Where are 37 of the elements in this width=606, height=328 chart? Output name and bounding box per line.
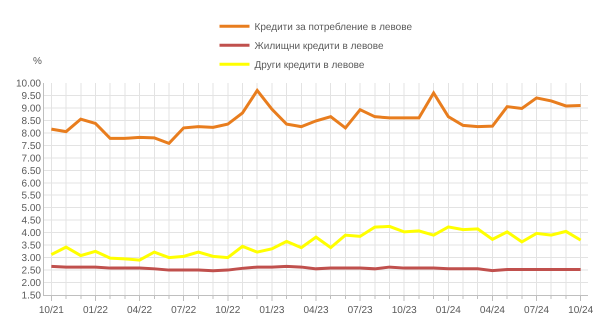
y-axis-title: % bbox=[33, 56, 42, 67]
y-tick-label: 3.00 bbox=[22, 253, 42, 264]
y-tick-label: 7.00 bbox=[22, 153, 42, 164]
y-tick-label: 4.00 bbox=[22, 228, 42, 240]
y-tick-label: 7.50 bbox=[22, 140, 42, 152]
y-tick-label: 3.50 bbox=[22, 240, 42, 252]
line-series bbox=[50, 224, 582, 262]
x-tick-label: 10/23 bbox=[392, 305, 418, 316]
y-tick-label: 8.00 bbox=[22, 128, 42, 140]
x-tick-label: 01/24 bbox=[436, 305, 462, 316]
y-tick-label: 4.50 bbox=[22, 216, 42, 227]
legend-label: Други кредити в левове bbox=[254, 60, 365, 72]
x-tick-label: 04/23 bbox=[303, 305, 329, 316]
x-tick-label: 04/22 bbox=[127, 305, 153, 316]
legend-label: Жилищни кредити в левове bbox=[254, 41, 384, 52]
x-tick-label: 10/22 bbox=[215, 305, 241, 316]
line-series bbox=[50, 88, 582, 145]
y-tick-label: 5.00 bbox=[22, 203, 42, 214]
x-tick-label: 01/23 bbox=[259, 305, 285, 316]
y-tick-label: 6.50 bbox=[22, 166, 42, 177]
legend-label: Кредити за потребление в левове bbox=[254, 22, 412, 34]
y-tick-label: 2.50 bbox=[22, 266, 42, 277]
y-tick-label: 8.50 bbox=[22, 116, 42, 127]
y-tick-label: 1.50 bbox=[22, 290, 42, 302]
y-tick-label: 5.50 bbox=[22, 190, 42, 202]
x-tick-label: 07/24 bbox=[524, 305, 550, 316]
y-tick-label: 9.00 bbox=[22, 103, 42, 114]
x-tick-label: 07/23 bbox=[348, 305, 374, 316]
x-tick-label: 01/22 bbox=[82, 305, 108, 316]
x-tick-label: 04/24 bbox=[480, 305, 506, 316]
y-tick-label: 2.00 bbox=[22, 278, 42, 290]
y-tick-label: 10.00 bbox=[16, 78, 42, 90]
x-tick-label: 07/22 bbox=[171, 305, 197, 316]
y-tick-label: 6.00 bbox=[22, 178, 42, 190]
y-tick-label: 9.50 bbox=[22, 90, 42, 102]
x-tick-label: 10/24 bbox=[568, 305, 594, 316]
x-tick-label: 10/21 bbox=[38, 305, 64, 316]
